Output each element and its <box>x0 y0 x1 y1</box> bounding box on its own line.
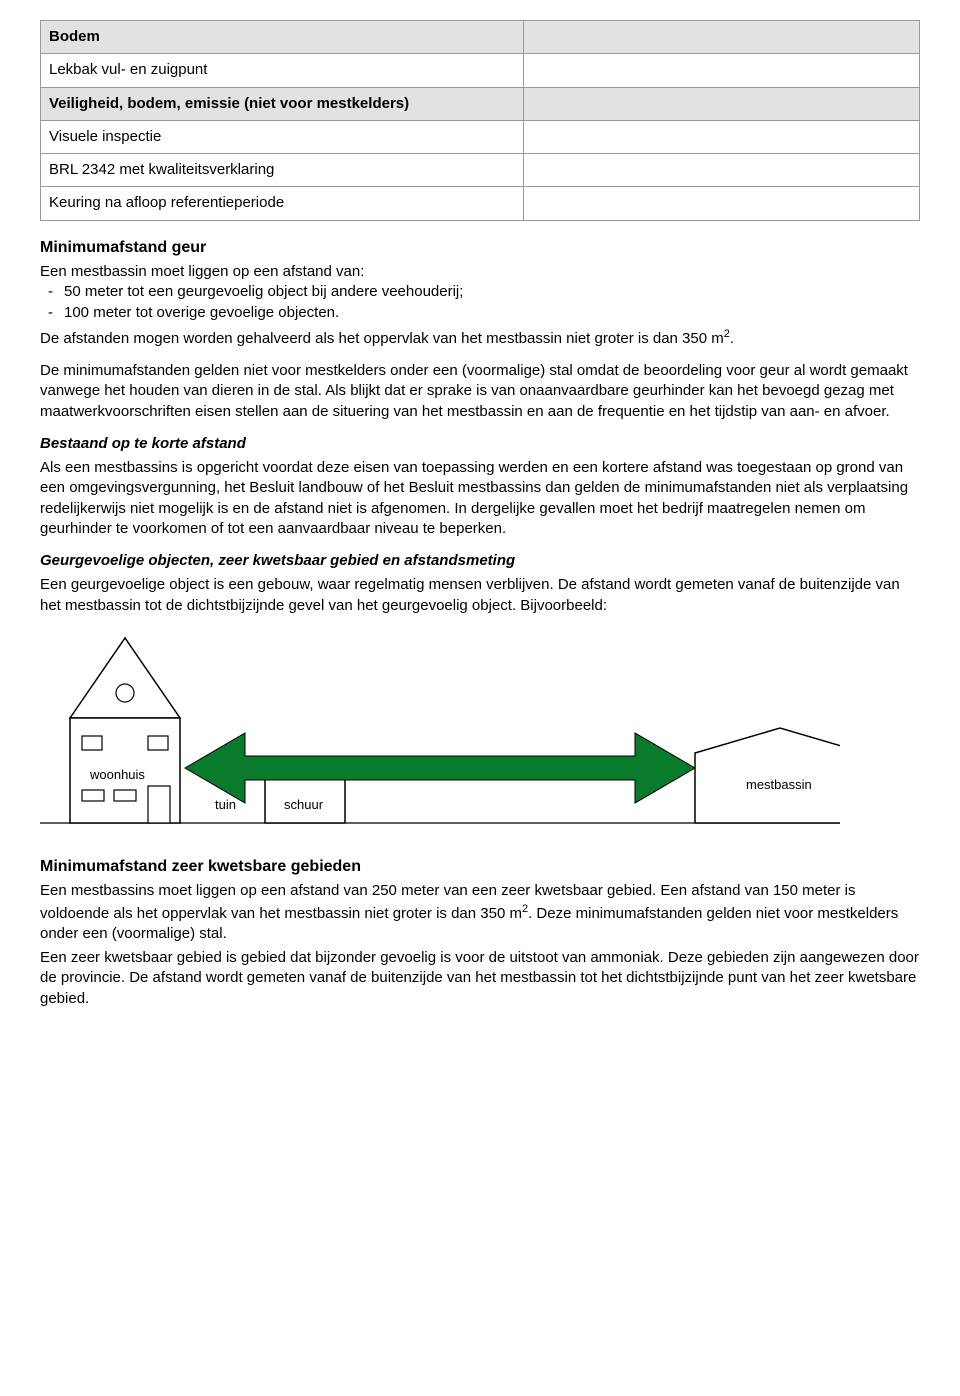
table-header-bodem: Bodem <box>41 21 524 54</box>
label-woonhuis: woonhuis <box>90 766 145 784</box>
table-cell-empty <box>524 54 920 87</box>
table-cell-empty <box>524 187 920 220</box>
table-cell: Visuele inspectie <box>41 120 524 153</box>
distance-arrow-icon <box>185 733 695 803</box>
table-cell: Lekbak vul- en zuigpunt <box>41 54 524 87</box>
requirements-table: Bodem Lekbak vul- en zuigpunt Veiligheid… <box>40 20 920 221</box>
paragraph: Een zeer kwetsbaar gebied is gebied dat … <box>40 948 920 1009</box>
subheading-geurgevoelig: Geurgevoelige objecten, zeer kwetsbaar g… <box>40 551 920 571</box>
table-cell-empty <box>524 154 920 187</box>
subheading-bestaand: Bestaand op te korte afstand <box>40 434 920 454</box>
paragraph: Als een mestbassins is opgericht voordat… <box>40 458 920 539</box>
label-schuur: schuur <box>284 796 323 814</box>
heading-zeer-kwetsbare: Minimumafstand zeer kwetsbare gebieden <box>40 856 920 878</box>
diagram-svg <box>40 628 840 838</box>
paragraph: De minimumafstanden gelden niet voor mes… <box>40 361 920 422</box>
distance-diagram: woonhuis tuin schuur mestbassin <box>40 628 840 838</box>
table-cell: BRL 2342 met kwaliteitsverklaring <box>41 154 524 187</box>
table-header-veiligheid: Veiligheid, bodem, emissie (niet voor me… <box>41 87 524 120</box>
label-mestbassin: mestbassin <box>746 776 812 794</box>
table-cell-empty <box>524 120 920 153</box>
table-cell: Keuring na afloop referentieperiode <box>41 187 524 220</box>
table-header-empty1 <box>524 21 920 54</box>
list-item: 50 meter tot een geurgevoelig object bij… <box>44 282 920 302</box>
paragraph: Een geurgevoelige object is een gebouw, … <box>40 575 920 616</box>
heading-minimumafstand-geur: Minimumafstand geur <box>40 237 920 259</box>
label-tuin: tuin <box>215 796 236 814</box>
table-header-empty2 <box>524 87 920 120</box>
paragraph: Een mestbassins moet liggen op een afsta… <box>40 881 920 944</box>
house-icon <box>70 638 180 823</box>
bullet-list: 50 meter tot een geurgevoelig object bij… <box>40 282 920 323</box>
list-item: 100 meter tot overige gevoelige objecten… <box>44 303 920 323</box>
intro-line: Een mestbassin moet liggen op een afstan… <box>40 262 920 282</box>
paragraph: De afstanden mogen worden gehalveerd als… <box>40 327 920 349</box>
